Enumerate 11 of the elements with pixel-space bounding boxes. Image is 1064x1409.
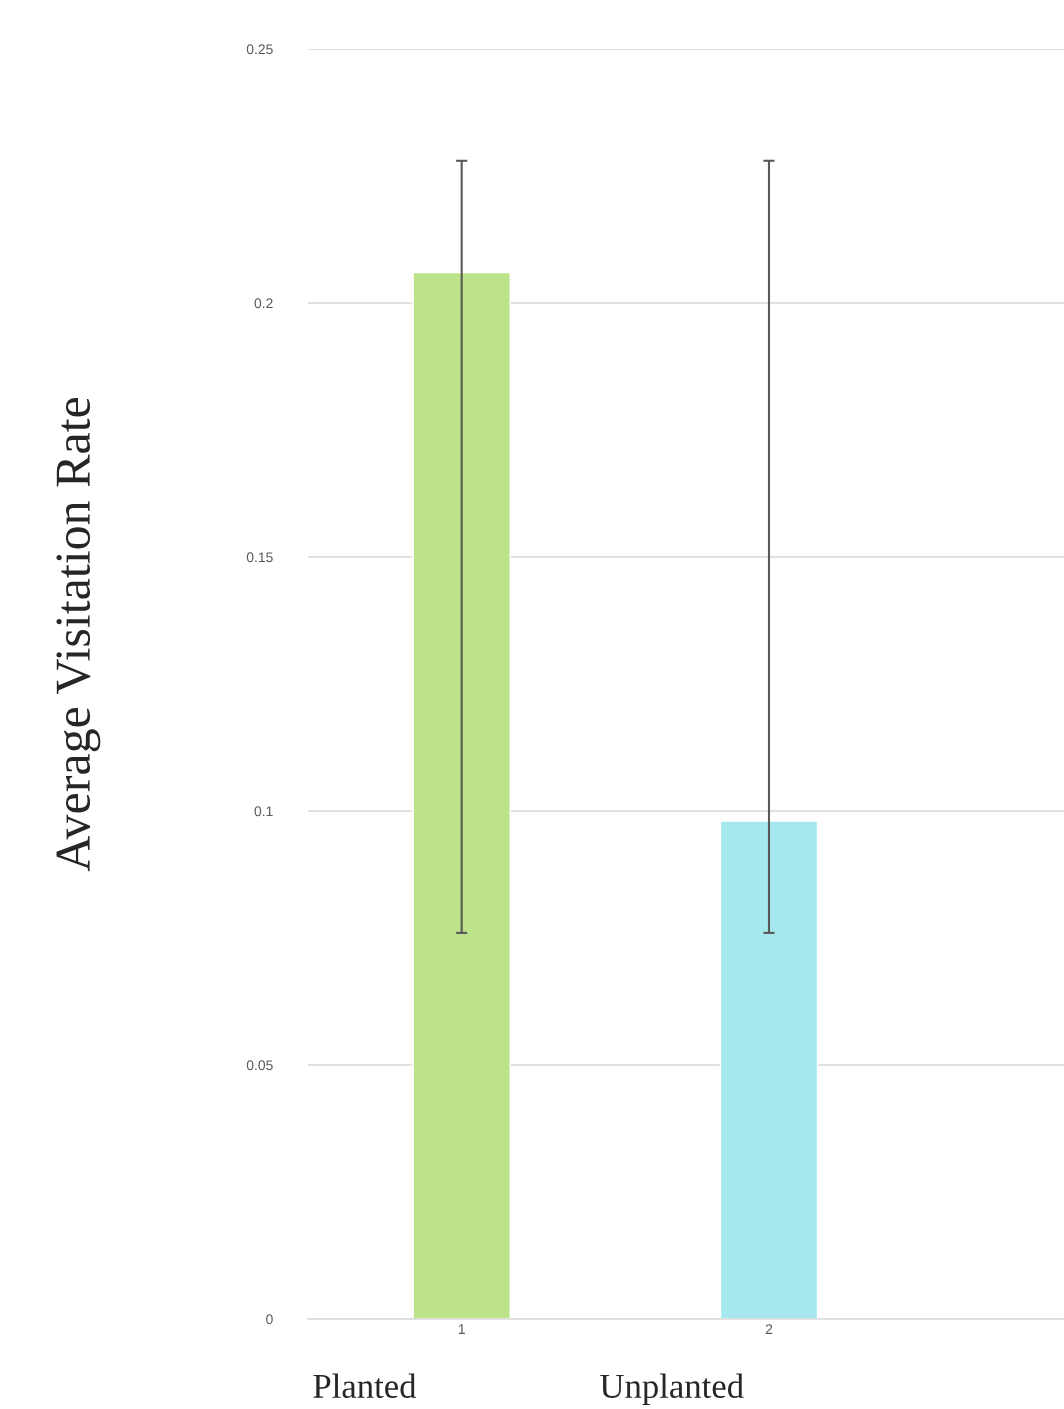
x-tick-label: 1 — [458, 1324, 465, 1334]
y-tick-label: 0.25 — [246, 44, 273, 55]
y-tick-label: 0.1 — [254, 806, 273, 817]
x-tick-label: 2 — [765, 1324, 773, 1334]
text: Unplanted — [600, 1373, 744, 1406]
y-axis-title: Average Visitation Rate — [56, 397, 101, 872]
y-tick-label: 0.2 — [254, 298, 273, 309]
text: Planted — [313, 1373, 417, 1399]
y-tick-label: 0.05 — [246, 1060, 273, 1071]
y-tick-label: 0 — [266, 1314, 273, 1325]
y-tick-label: 0.15 — [246, 552, 273, 563]
